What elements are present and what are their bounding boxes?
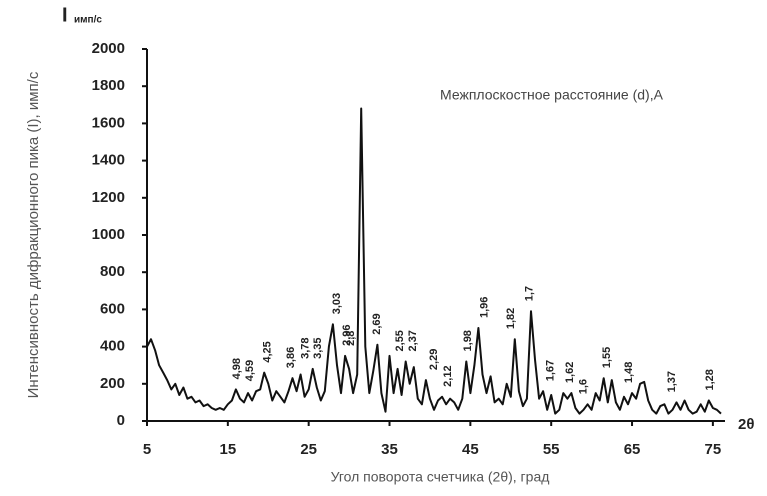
peak-label: 4,98	[231, 358, 243, 379]
peak-label: 3,78	[300, 337, 312, 358]
peak-label: 2,29	[428, 349, 440, 370]
y-tick-label: 800	[100, 263, 125, 280]
peak-label: 1,67	[545, 360, 557, 381]
peak-label: 2,12	[442, 365, 454, 386]
y-tick-label: 1800	[92, 77, 125, 94]
annotation-title: Межплоскостное расстояние (d),A	[440, 87, 664, 103]
peak-label: 1,62	[564, 362, 576, 383]
x-tick-label: 55	[543, 441, 560, 458]
peak-label: 4,59	[244, 360, 256, 381]
peak-label: 1,6	[578, 379, 590, 394]
peak-label: 1,96	[478, 297, 490, 318]
x-axis-title: Угол поворота счетчика (2θ), град	[331, 469, 550, 485]
x-tick-label: 65	[624, 441, 641, 458]
y-tick-label: 0	[117, 412, 125, 429]
line-series	[146, 107, 722, 415]
x-tick-label: 45	[462, 441, 479, 458]
peak-label: 3,86	[285, 347, 297, 368]
y-axis-title: Интенсивность дифракционного пика (I), и…	[25, 71, 42, 398]
y-tick-label: 1000	[92, 226, 125, 243]
peak-label: 2,69	[371, 313, 383, 334]
x-tick-label: 5	[143, 441, 151, 458]
peak-label: 2,8	[345, 331, 357, 346]
peak-label: 2,55	[394, 330, 406, 351]
peak-label: 4,25	[262, 341, 274, 362]
y-tick-label: 400	[100, 338, 125, 355]
peak-label: 3,35	[312, 337, 324, 358]
y-tick-label: 600	[100, 300, 125, 317]
peak-label: 1,55	[601, 347, 613, 368]
peak-label: 1,82	[505, 308, 517, 329]
peak-label: 1,48	[623, 362, 635, 383]
peak-label: 3,03	[331, 293, 343, 314]
peak-label: 1,7	[524, 286, 536, 301]
peak-label: 1,37	[666, 371, 678, 392]
x-axis-symbol: 2θ	[738, 416, 754, 433]
y-tick-label: 200	[100, 375, 125, 392]
y-tick-label: 2000	[92, 40, 125, 57]
x-tick-label: 75	[705, 441, 722, 458]
x-tick-label: 15	[219, 441, 236, 458]
peak-label: 2,37	[407, 330, 419, 351]
peak-label: 1,98	[462, 330, 474, 351]
peak-label: 1,28	[704, 369, 716, 390]
peak-label: 2,96	[341, 324, 353, 345]
x-tick-label: 25	[300, 441, 317, 458]
y-tick-label: 1200	[92, 189, 125, 206]
y-tick-label: 1600	[92, 114, 125, 131]
y-tick-label: 1400	[92, 152, 125, 169]
y-unit-main: I	[62, 4, 68, 26]
x-tick-label: 35	[381, 441, 398, 458]
y-unit-sub: имп/с	[74, 15, 102, 26]
